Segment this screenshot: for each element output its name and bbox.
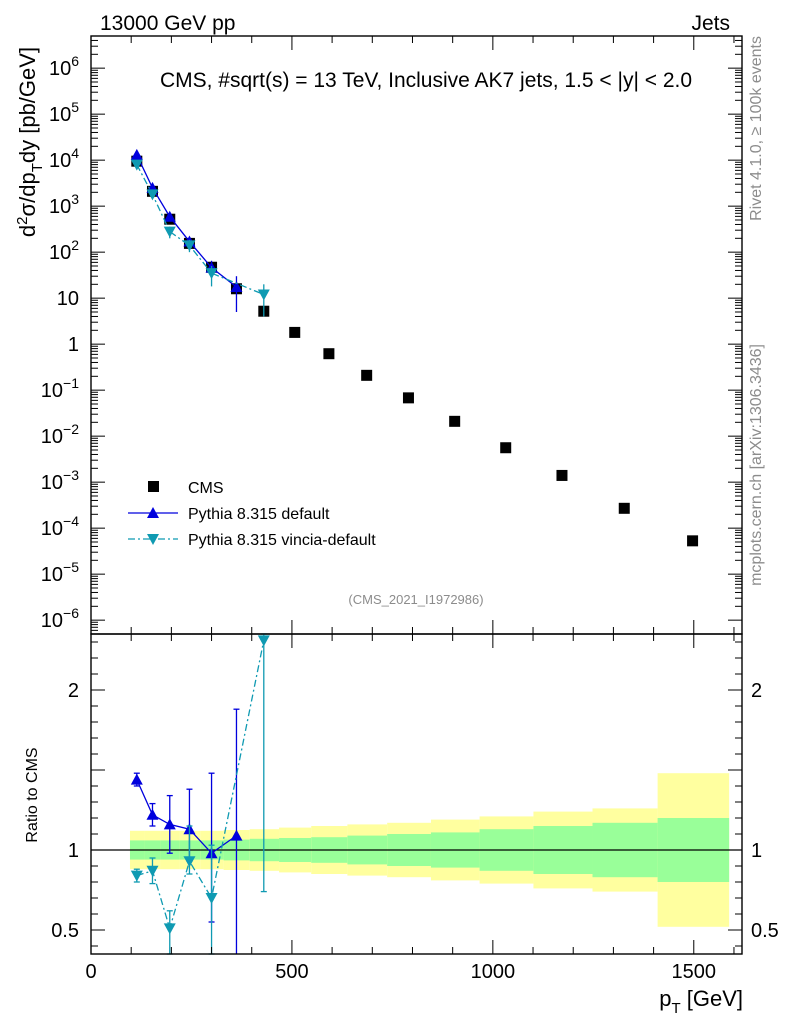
x-tick-label: 500 [275,961,308,983]
y-tick-label: 103 [49,191,79,218]
y-axis-label: d2σ/dpTdy [pb/GeV] [14,47,46,237]
rivet-label: Rivet 4.1.0, ≥ 100k events [748,36,765,221]
analysis-tag: (CMS_2021_I1972986) [348,592,483,607]
x-axis-label: pT [GeV] [659,986,743,1017]
ratio-y-tick-label: 1 [68,840,79,862]
ratio-point-vincia [130,870,143,882]
mcplots-label: mcplots.cern.ch [arXiv:1306.3436] [748,344,765,586]
y-tick-label: 10−2 [41,421,79,448]
y-tick-label: 10−5 [41,559,79,586]
y-tick-label: 10−3 [41,467,79,494]
y-tick-label: 1 [68,334,79,356]
chart-title: CMS, #sqrt(s) = 13 TeV, Inclusive AK7 je… [160,69,692,92]
ratio-y-tick-label: 0.5 [51,920,79,942]
ratio-axes: 0 500 1000 1500 0.5 0.5 1 1 2 2 [51,634,779,983]
cms-point [289,326,301,338]
ratio-frame [90,633,743,955]
ratio-uncertainty-band [91,773,742,927]
legend-default-marker [147,507,159,518]
ratio-point-vincia [257,635,270,647]
legend-cms-label: CMS [188,480,224,497]
point-default [130,148,143,160]
x-tick-label: 1500 [672,961,717,983]
header-right: Jets [691,12,730,35]
main-panel: 10610510410310210110−110−210−310−410−510… [41,35,743,635]
point-vincia [183,240,196,252]
ratio-y-tick-label-right: 0.5 [751,920,779,942]
ratio-point-vincia [146,865,159,877]
legend-cms-marker [148,481,159,492]
ratio-point-default [163,818,176,830]
main-data-layer [130,148,699,547]
y-tick-label: 102 [49,237,79,264]
series-line-default [136,154,237,288]
cms-point [402,392,414,404]
ratio-y-tick-label-right: 2 [751,680,762,702]
cms-point [500,442,512,454]
legend-default-label: Pythia 8.315 default [188,506,330,523]
x-tick-label: 1000 [471,961,516,983]
cms-point [361,369,373,381]
ratio-point-default [230,829,243,841]
legend-vincia-marker [147,534,159,545]
y-tick-label: 10 [57,288,79,310]
y-tick-label: 10−1 [41,375,79,402]
y-tick-label: 104 [49,145,79,172]
ratio-point-default [130,773,143,785]
cms-point [556,469,568,481]
x-tick-label: 0 [85,961,96,983]
legend: CMS Pythia 8.315 default Pythia 8.315 vi… [128,480,376,549]
ratio-point-default [146,808,159,820]
point-default [163,210,176,222]
legend-vincia-label: Pythia 8.315 vincia-default [188,532,376,549]
ratio-point-vincia [183,856,196,868]
header-left: 13000 GeV pp [100,12,235,35]
series-line-vincia [136,164,265,296]
cms-point [618,502,630,514]
cms-point [323,348,335,360]
y-tick-label: 106 [49,53,79,80]
ratio-line-vincia [136,640,265,931]
point-vincia [146,189,159,201]
ratio-y-tick-label-right: 1 [751,840,762,862]
point-vincia [163,226,176,238]
ratio-line-default [136,779,237,855]
ratio-point-vincia [163,923,176,935]
point-vincia [130,159,143,171]
ratio-data-layer [130,633,270,955]
y-tick-label: 10−4 [41,513,79,540]
ratio-y-tick-label: 2 [68,680,79,702]
ratio-point-vincia [205,893,218,904]
ratio-y-axis-label: Ratio to CMS [24,747,41,842]
cms-point [449,415,461,427]
point-vincia [205,268,218,280]
y-tick-label: 10−6 [41,605,79,632]
point-vincia [257,289,270,301]
main-axes: 10610510410310210110−110−210−310−410−510… [41,35,742,635]
ratio-panel: 0 500 1000 1500 0.5 0.5 1 1 2 2 [51,633,779,983]
point-default [230,280,243,292]
y-tick-label: 105 [49,99,79,126]
cms-point [687,535,699,547]
